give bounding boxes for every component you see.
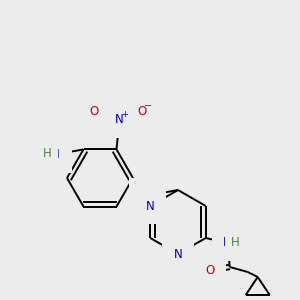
Text: H: H <box>231 236 240 248</box>
Text: O: O <box>140 190 150 202</box>
Text: H: H <box>43 147 52 160</box>
Text: +: + <box>121 110 128 119</box>
Text: O: O <box>138 105 147 118</box>
Text: O: O <box>205 263 214 277</box>
Text: N: N <box>174 248 182 260</box>
Text: N: N <box>146 200 155 212</box>
Text: N: N <box>51 148 60 161</box>
Text: O: O <box>90 105 99 118</box>
Text: N: N <box>115 113 124 126</box>
Text: N: N <box>223 236 232 250</box>
Text: −: − <box>144 101 153 111</box>
